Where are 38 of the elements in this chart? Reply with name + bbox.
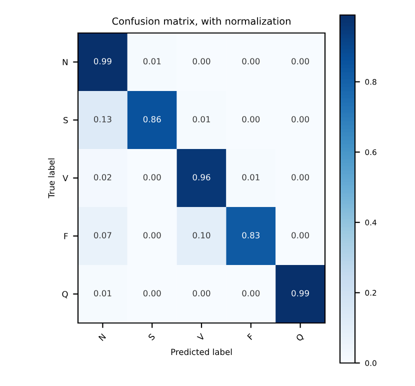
data-label: 0.13	[94, 116, 112, 122]
data-label: 0.01	[242, 174, 260, 180]
data-label: 0.99	[94, 58, 112, 64]
data-label: 0.01	[192, 116, 210, 122]
x-tick-label: F	[247, 333, 254, 340]
y-tick-label: Q	[62, 290, 68, 298]
data-label: 0.02	[94, 174, 112, 180]
x-tick-label: Q	[296, 333, 305, 342]
data-label: 0.86	[143, 116, 161, 122]
x-tick-label: N	[98, 333, 106, 342]
y-tick-label: V	[62, 175, 68, 182]
x-tick-label: S	[148, 333, 156, 341]
data-label: 0.00	[192, 290, 210, 296]
data-label: 0.00	[292, 58, 310, 64]
data-label: 0.00	[143, 232, 161, 238]
data-label: 0.07	[94, 232, 112, 238]
data-label: 0.00	[292, 174, 310, 180]
y-tick-label: F	[64, 233, 68, 240]
data-label: 0.10	[192, 232, 210, 238]
data-label: 0.83	[242, 232, 260, 238]
chart-title: Confusion matrix, with normalization	[112, 17, 290, 26]
data-label: 0.00	[242, 58, 260, 64]
y-axis-title: True label	[48, 158, 55, 198]
data-label: 0.00	[242, 116, 260, 122]
data-label: 0.01	[143, 58, 161, 64]
data-label: 0.00	[242, 290, 260, 296]
data-label: 0.00	[192, 58, 210, 64]
x-tick-label: V	[196, 332, 206, 342]
data-label: 0.00	[292, 116, 310, 122]
y-tick-label: S	[64, 116, 68, 124]
data-label: 0.99	[292, 290, 309, 296]
data-label: 0.00	[143, 290, 161, 296]
data-label: 0.00	[143, 174, 161, 180]
x-axis-title: Predicted label	[171, 348, 232, 356]
data-label: 0.01	[94, 290, 112, 296]
y-tick-label: N	[62, 59, 68, 66]
data-label: 0.00	[292, 232, 310, 238]
data-label: 0.96	[192, 174, 210, 180]
